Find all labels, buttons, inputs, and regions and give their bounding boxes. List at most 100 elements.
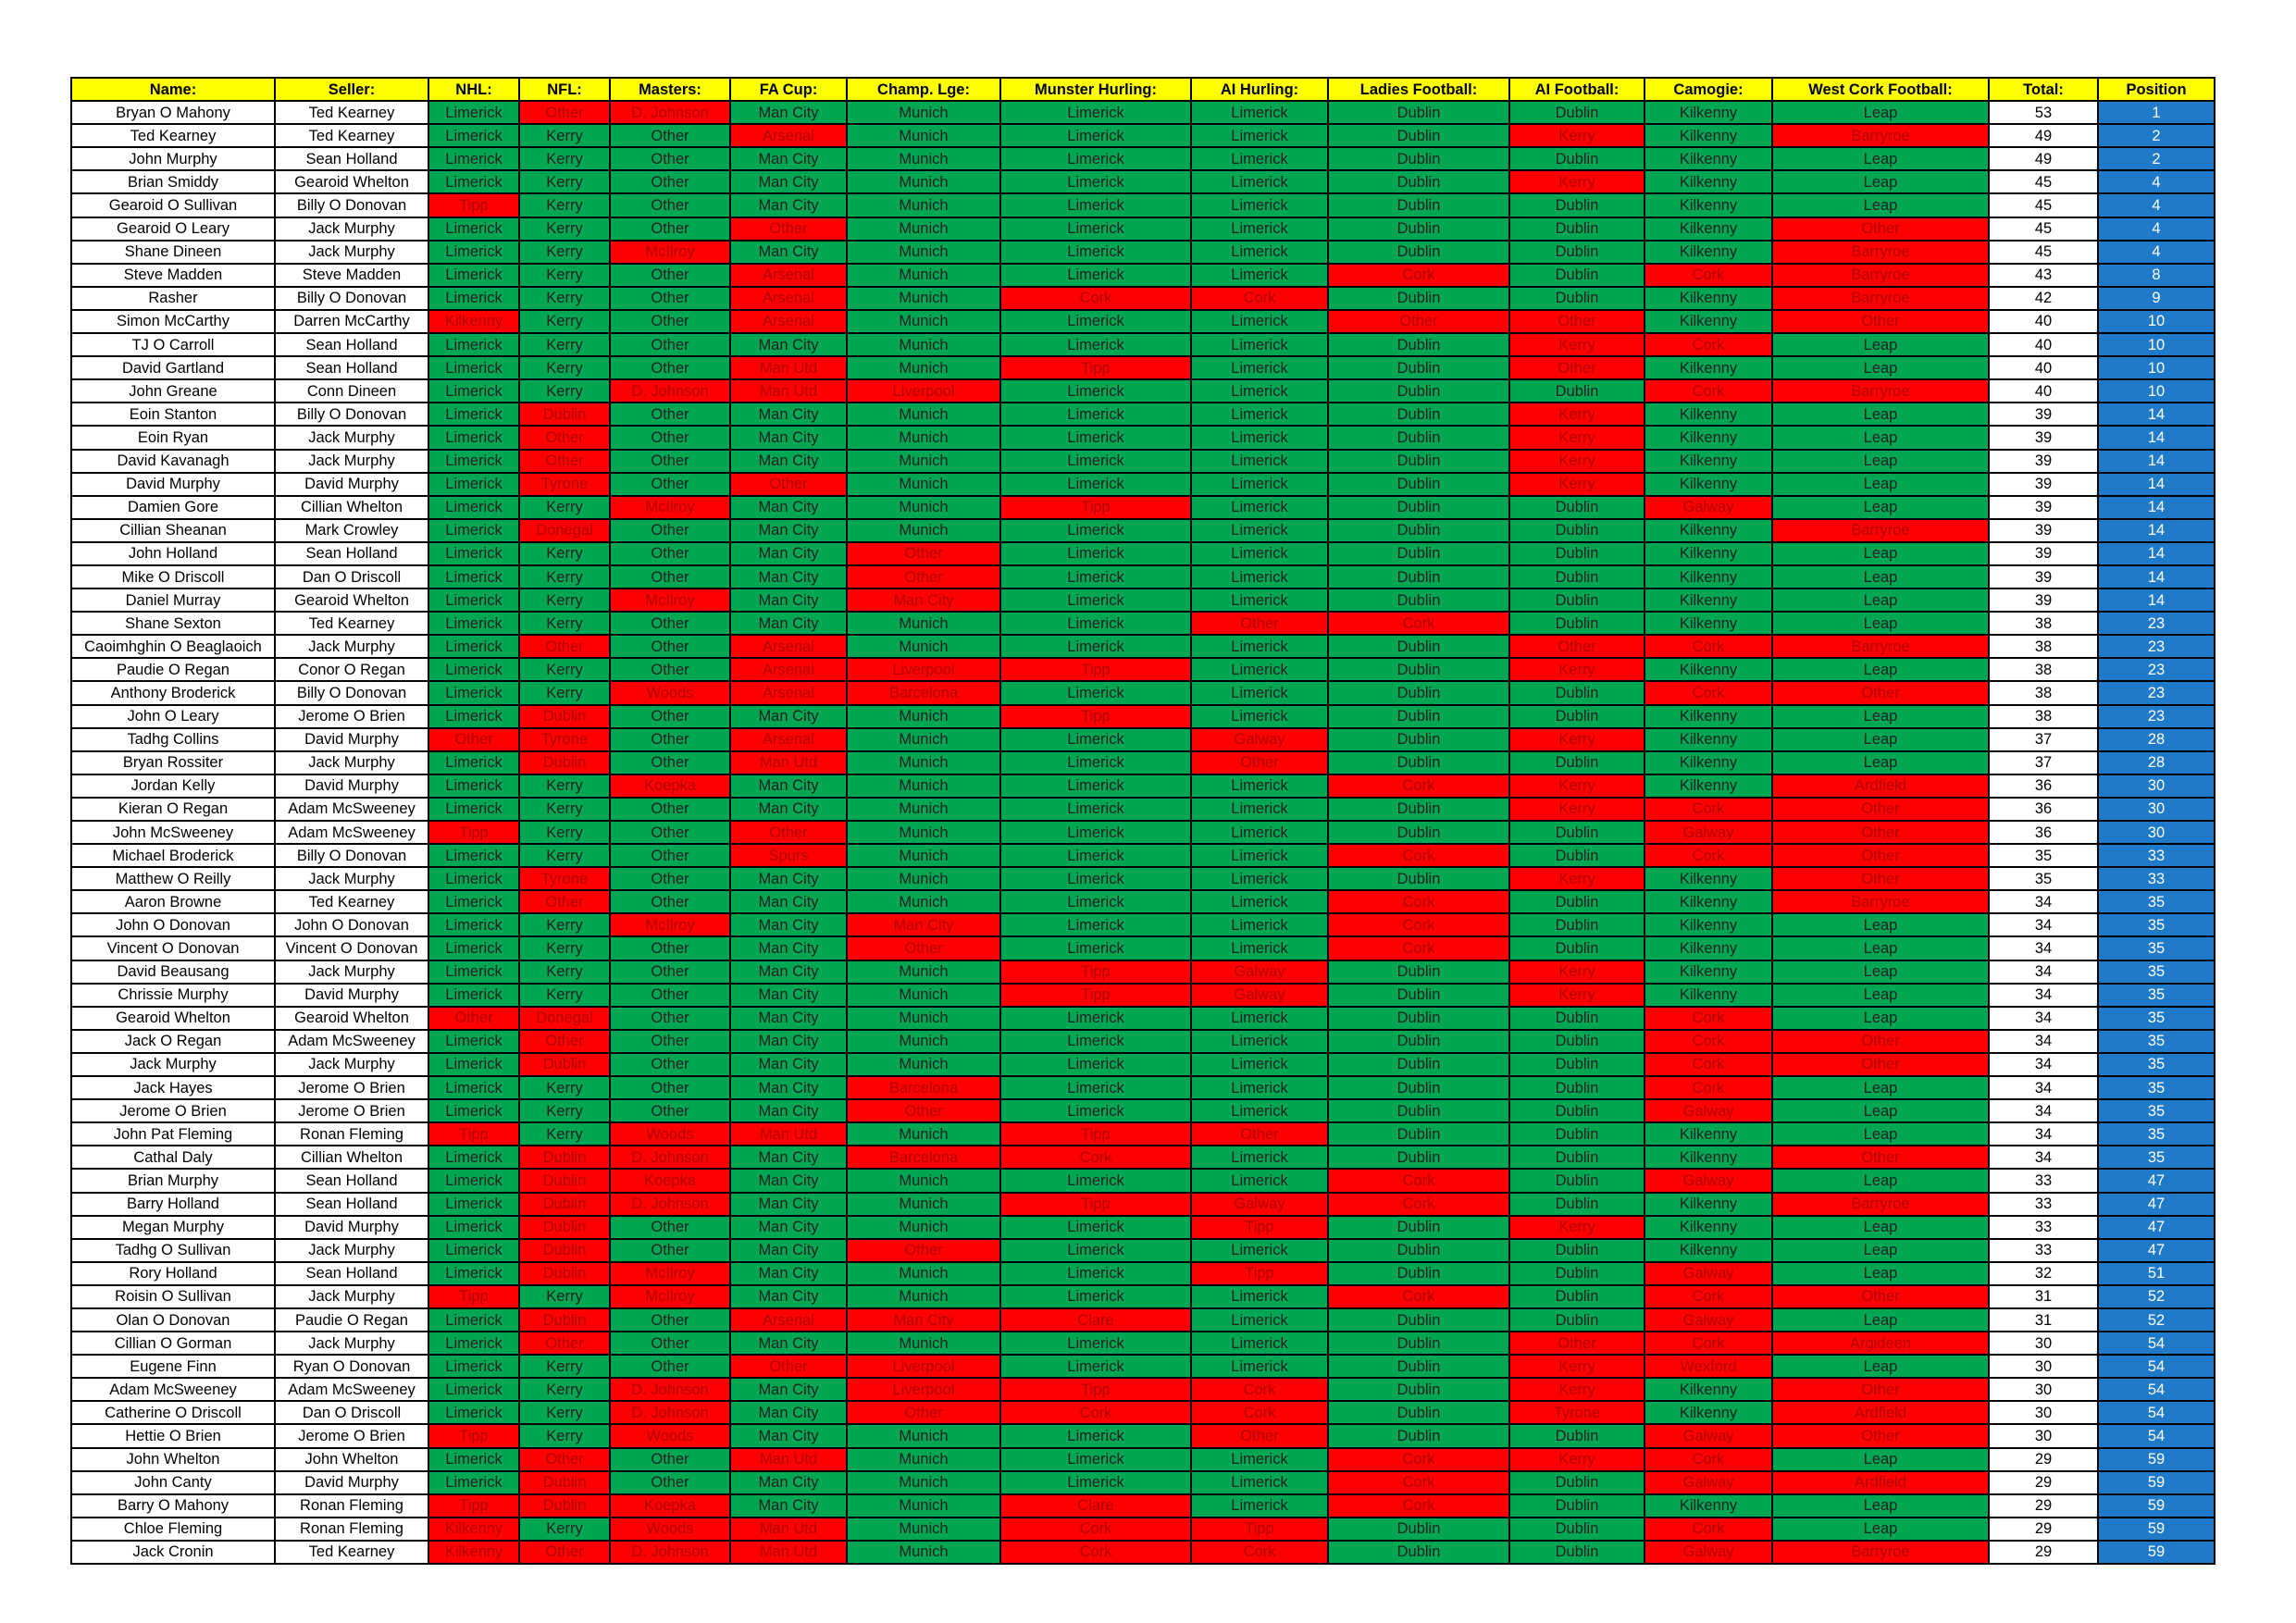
pick-cell: Man City <box>729 239 848 265</box>
pick-cell: Other <box>609 123 731 149</box>
pick-cell: Leap <box>1771 1168 1990 1194</box>
position-cell: 35 <box>2097 912 2215 938</box>
position-cell: 35 <box>2097 1145 2215 1171</box>
pick-cell: Leap <box>1771 1307 1990 1333</box>
pick-cell: Galway <box>1644 819 1773 846</box>
pick-cell: Dublin <box>518 1214 611 1240</box>
table-row: Ted Kearney Ted Kearney Limerick Kerry Other… <box>70 123 2215 149</box>
pick-cell: Dublin <box>1327 564 1510 590</box>
position-cell: 14 <box>2097 448 2215 474</box>
pick-cell: Munich <box>846 1283 1001 1309</box>
pick-cell: Galway <box>1190 982 1329 1008</box>
pick-cell: Munich <box>846 1191 1001 1217</box>
pick-cell: Munich <box>846 355 1001 381</box>
pick-cell: Munich <box>846 192 1001 218</box>
position-cell: 4 <box>2097 169 2215 195</box>
pick-cell: Man City <box>729 1075 848 1101</box>
pick-cell: Cork <box>999 285 1192 311</box>
pick-cell: Dublin <box>1327 1539 1510 1566</box>
pick-cell: Tipp <box>999 1191 1192 1217</box>
total-cell: 39 <box>1988 517 2099 543</box>
pick-cell: Galway <box>1644 1168 1773 1194</box>
entrant-name-cell: Rasher <box>70 285 276 311</box>
pick-cell: Kilkenny <box>1644 1237 1773 1263</box>
pick-cell: Tipp <box>428 1493 520 1518</box>
pick-cell: Limerick <box>999 564 1192 590</box>
pick-cell: Dublin <box>1327 1354 1510 1380</box>
position-cell: 4 <box>2097 192 2215 218</box>
total-cell: 29 <box>1988 1493 2099 1518</box>
pick-cell: Dublin <box>1508 843 1645 869</box>
pick-cell: Barryroe <box>1771 634 1990 660</box>
entrant-name-cell: Vincent O Donovan <box>70 935 276 961</box>
pick-cell: Man City <box>729 1469 848 1495</box>
pick-cell: Man City <box>729 402 848 427</box>
pick-cell: Limerick <box>1190 843 1329 869</box>
table-row: Jack Hayes Jerome O Brien Limerick Kerry Oth… <box>70 1075 2215 1101</box>
pick-cell: Dublin <box>1508 912 1645 938</box>
position-cell: 30 <box>2097 819 2215 846</box>
pick-cell: Dublin <box>1508 1307 1645 1333</box>
pick-cell: Limerick <box>1190 1493 1329 1518</box>
pick-cell: Limerick <box>999 819 1192 846</box>
pick-cell: Leap <box>1771 611 1990 637</box>
pick-cell: Barcelona <box>846 680 1001 706</box>
pick-cell: Limerick <box>428 355 520 381</box>
pick-cell: Other <box>609 308 731 335</box>
pick-cell: Cork <box>1190 1539 1329 1566</box>
pick-cell: Limerick <box>428 1354 520 1380</box>
entrant-name-cell: Eoin Stanton <box>70 402 276 427</box>
total-cell: 45 <box>1988 169 2099 195</box>
pick-cell: Arsenal <box>729 262 848 288</box>
pick-cell: Kerry <box>1508 169 1645 195</box>
pick-cell: Kerry <box>518 1098 611 1124</box>
position-cell: 35 <box>2097 1051 2215 1078</box>
position-cell: 47 <box>2097 1168 2215 1194</box>
table-row: Cillian Sheanan Mark Crowley Limerick Doneg… <box>70 517 2215 543</box>
pick-cell: Limerick <box>999 1469 1192 1495</box>
entrant-name-cell: Jack Cronin <box>70 1539 276 1566</box>
pick-cell: Other <box>609 796 731 823</box>
pick-cell: Other <box>729 1354 848 1380</box>
pick-cell: Dublin <box>1327 425 1510 451</box>
table-row: Catherine O Driscoll Dan O Driscoll Limeri… <box>70 1400 2215 1426</box>
entrant-name-cell: Matthew O Reilly <box>70 866 276 892</box>
seller-cell: Conor O Regan <box>274 657 429 683</box>
pick-cell: Dublin <box>1327 680 1510 706</box>
seller-cell: Billy O Donovan <box>274 402 429 427</box>
pick-cell: Other <box>609 611 731 637</box>
pick-cell: Dublin <box>1327 332 1510 358</box>
pick-cell: Kilkenny <box>1644 959 1773 985</box>
pick-cell: Limerick <box>1190 1354 1329 1380</box>
pick-cell: Other <box>518 1331 611 1357</box>
pick-cell: Dublin <box>518 1051 611 1078</box>
pick-cell: Man Utd <box>729 1539 848 1566</box>
pick-cell: Kerry <box>518 796 611 823</box>
pick-cell: Man City <box>729 1168 848 1194</box>
position-cell: 35 <box>2097 1028 2215 1054</box>
seller-cell: Sean Holland <box>274 1260 429 1286</box>
pick-cell: Limerick <box>999 378 1192 404</box>
pick-cell: Limerick <box>999 471 1192 497</box>
header-row: Name: Seller: NHL: NFL: Masters: FA Cup: Champ… <box>70 76 2215 103</box>
pick-cell: Munich <box>846 448 1001 474</box>
pick-cell: Koepka <box>609 1168 731 1194</box>
position-cell: 14 <box>2097 588 2215 613</box>
table-row: Barry Holland Sean Holland Limerick Dublin D… <box>70 1191 2215 1217</box>
pick-cell: Dublin <box>1508 1168 1645 1194</box>
pick-cell: Dublin <box>518 1493 611 1518</box>
table-row: Shane Sexton Ted Kearney Limerick Kerry Othe… <box>70 611 2215 637</box>
pick-cell: Leap <box>1771 332 1990 358</box>
pick-cell: Kerry <box>518 378 611 404</box>
seller-cell: Jack Murphy <box>274 1283 429 1309</box>
pick-cell: Dublin <box>518 1469 611 1495</box>
pick-cell: Woods <box>609 1516 731 1542</box>
pick-cell: Kerry <box>518 1400 611 1426</box>
pick-cell: Munich <box>846 959 1001 985</box>
pick-cell: Limerick <box>1190 1446 1329 1472</box>
column-header: FA Cup: <box>729 76 848 103</box>
pick-cell: Kerry <box>518 216 611 242</box>
pick-cell: Dublin <box>1508 1237 1645 1263</box>
pick-cell: Limerick <box>428 1028 520 1054</box>
pick-cell: Leap <box>1771 1214 1990 1240</box>
